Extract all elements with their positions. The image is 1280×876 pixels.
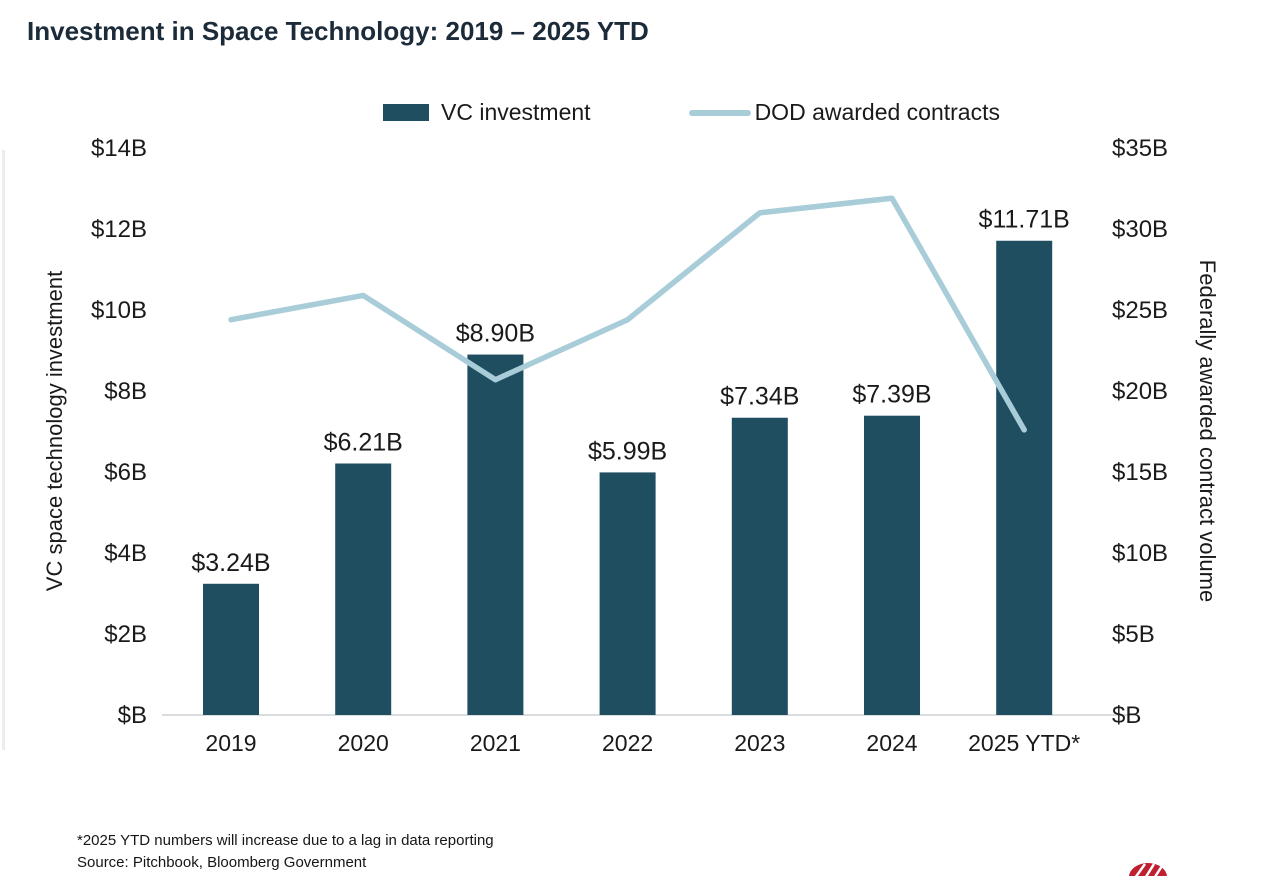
left-axis-tick: $14B <box>91 135 147 162</box>
left-edge-line <box>2 150 5 750</box>
footnotes: *2025 YTD numbers will increase due to a… <box>77 830 494 874</box>
bar-2021 <box>467 354 524 715</box>
bar-swatch-icon <box>383 104 429 121</box>
left-axis-title: VC space technology investment <box>42 271 67 591</box>
page-title: Investment in Space Technology: 2019 – 2… <box>27 16 649 46</box>
left-axis-tick: $10B <box>91 297 147 324</box>
x-axis-label-2023: 2023 <box>734 730 785 756</box>
right-axis-title: Federally awarded contract volume <box>1195 260 1220 602</box>
bar-label-2020: $6.21B <box>324 428 403 456</box>
bar-label-2024: $7.39B <box>852 381 931 409</box>
right-axis-tick: $15B <box>1112 459 1168 486</box>
bar-2022 <box>599 472 656 715</box>
bar-label-2023: $7.34B <box>720 383 799 411</box>
bar-2023 <box>731 417 788 715</box>
x-axis-label-2025 YTD*: 2025 YTD* <box>968 730 1080 756</box>
x-axis-label-2024: 2024 <box>866 730 917 756</box>
legend-item-dod-contracts: DOD awarded contracts <box>688 99 1000 126</box>
right-axis-tick: $35B <box>1112 135 1168 162</box>
chart-legend: VC investment DOD awarded contracts <box>383 99 1000 126</box>
bar-2024 <box>864 415 920 715</box>
bar-2020 <box>335 463 392 715</box>
x-axis-label-2022: 2022 <box>602 730 653 756</box>
left-axis-tick: $2B <box>104 621 147 648</box>
right-axis-tick: $20B <box>1112 378 1168 405</box>
x-axis-label-2021: 2021 <box>470 730 521 756</box>
right-axis-tick: $10B <box>1112 540 1168 567</box>
partial-red-globe-logo <box>1129 863 1167 876</box>
legend-item-vc-investment: VC investment <box>383 99 591 126</box>
footnote-source: Source: Pitchbook, Bloomberg Government <box>77 854 367 871</box>
footnote-data-lag: *2025 YTD numbers will increase due to a… <box>77 832 494 849</box>
line-swatch-icon <box>688 109 751 116</box>
left-axis-tick: $4B <box>104 540 147 567</box>
bar-label-2025 YTD*: $11.71B <box>979 206 1070 234</box>
right-axis-tick: $5B <box>1112 621 1155 648</box>
logo-fragment <box>1129 863 1167 876</box>
left-axis-tick: $8B <box>104 378 147 405</box>
bar-label-2022: $5.99B <box>588 437 667 465</box>
legend-label-vc-investment: VC investment <box>441 99 591 125</box>
x-axis-label-2020: 2020 <box>338 730 389 756</box>
bar-2025 YTD* <box>996 240 1053 715</box>
bar-2019 <box>203 583 259 715</box>
x-axis-label-2019: 2019 <box>205 730 256 756</box>
right-axis-tick: $30B <box>1112 216 1168 243</box>
left-axis-tick: $B <box>118 702 147 729</box>
legend-label-dod-contracts: DOD awarded contracts <box>754 99 1000 125</box>
dod-contracts-line <box>228 195 1027 433</box>
right-axis-tick: $B <box>1112 702 1141 729</box>
right-axis-tick: $25B <box>1112 297 1168 324</box>
bar-label-2019: $3.24B <box>191 549 270 577</box>
left-axis-tick: $6B <box>104 459 147 486</box>
left-axis-tick: $12B <box>91 216 147 243</box>
bar-label-2021: $8.90B <box>456 320 535 348</box>
